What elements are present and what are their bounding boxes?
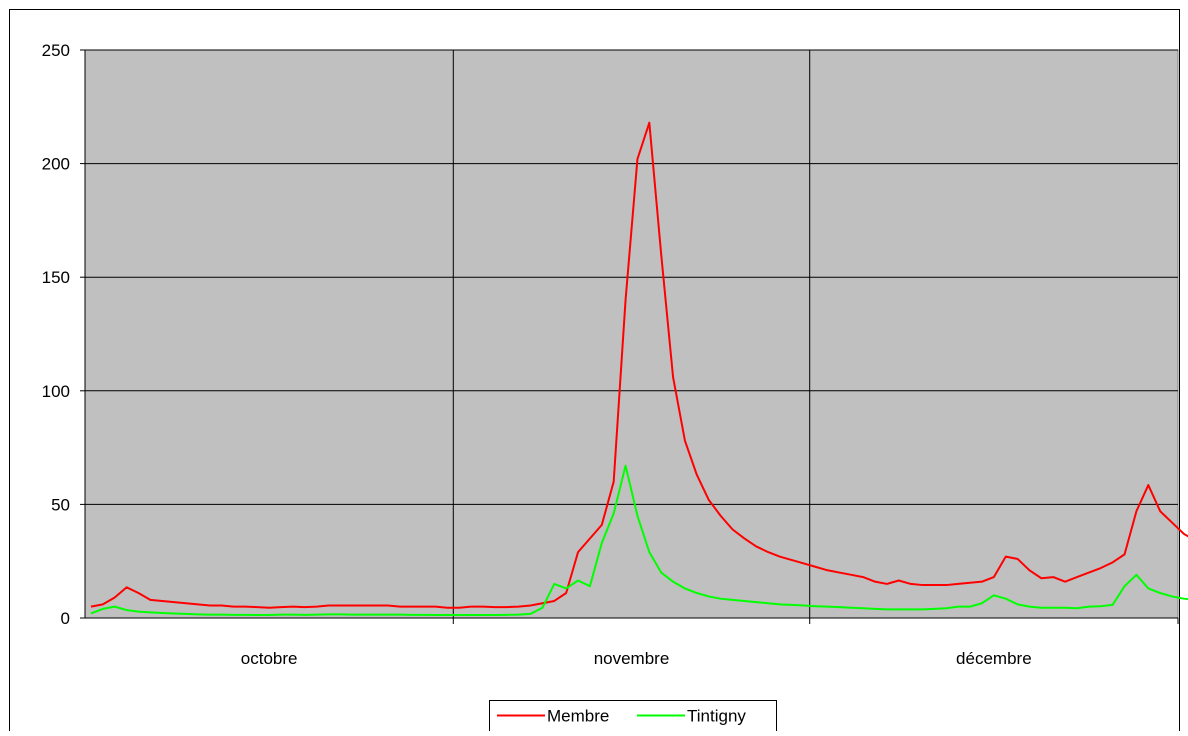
axes: 0 50 100 150 200 250 octobre novembre décembre [42, 41, 1179, 668]
series-line-membre [90, 121, 1188, 609]
series-lines [90, 121, 1188, 617]
legend-label-membre: Membre [547, 707, 609, 726]
x-category-label: décembre [956, 649, 1032, 668]
y-tick-label: 200 [42, 155, 70, 174]
x-category-label: novembre [594, 649, 670, 668]
grid-lines [85, 49, 1178, 618]
y-tick-label: 150 [42, 268, 70, 287]
y-tick-label: 0 [61, 609, 70, 628]
legend-label-tintigny: Tintigny [687, 707, 746, 726]
x-category-label: octobre [241, 649, 298, 668]
series-line-tintigny [90, 464, 1188, 617]
y-tick-label: 250 [42, 41, 70, 60]
y-tick-label: 50 [51, 495, 70, 514]
legend: Membre Tintigny [489, 700, 777, 732]
y-tick-label: 100 [42, 382, 70, 401]
plot-area [84, 49, 1179, 619]
